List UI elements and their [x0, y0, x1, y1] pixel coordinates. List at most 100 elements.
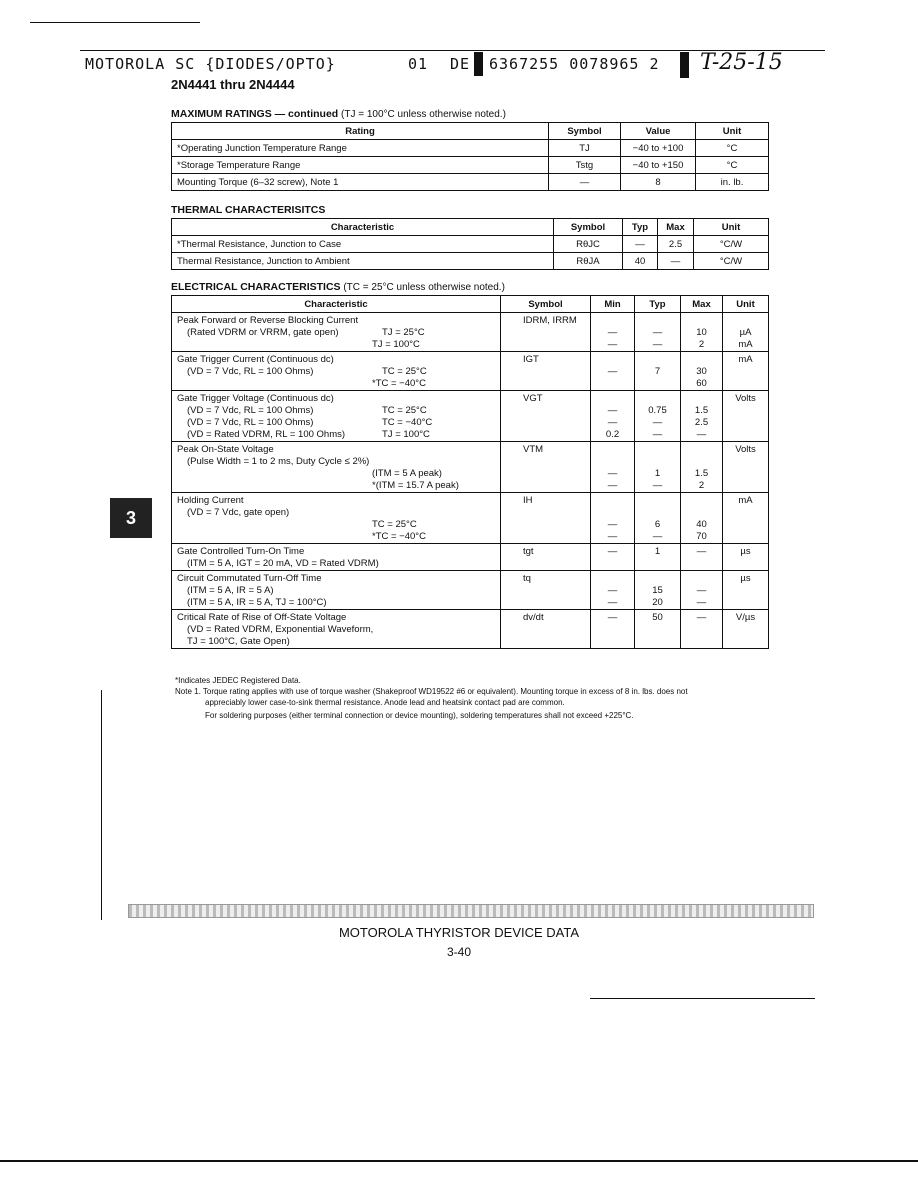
characteristic-line: Gate Controlled Turn-On Time: [177, 546, 495, 558]
bottom-rule: [0, 1160, 918, 1162]
unit-value: [728, 480, 763, 492]
test-condition: *TC = −40°C: [372, 531, 426, 542]
column-header: Unit: [722, 295, 769, 313]
characteristic-cell: Gate Controlled Turn-On Time (ITM = 5 A, …: [171, 543, 501, 571]
thermal-heading: THERMAL CHARACTERISITCS: [171, 204, 326, 216]
max-value: [686, 624, 717, 636]
typ-value: —: [652, 417, 663, 428]
unit-value: V/µs: [735, 612, 756, 623]
characteristic-line: *TC = −40°C: [177, 378, 495, 390]
characteristic-line: (VD = 7 Vdc, RL = 100 Ohms) TC = 25°C: [177, 366, 495, 378]
characteristic-line: TC = 25°C: [177, 519, 495, 531]
unit-value: [728, 597, 763, 609]
symbol-cell: tgt: [500, 543, 591, 571]
max-value: —: [696, 597, 707, 608]
max-value: [686, 636, 717, 648]
max-value: —: [696, 612, 707, 623]
max-cell: 1.5 2.5—: [680, 390, 723, 442]
header-code: DE: [450, 55, 471, 73]
characteristic-line: (Rated VDRM or VRRM, gate open) TJ = 25°C: [177, 327, 495, 339]
min-value: —: [607, 366, 618, 377]
typ-cell: 6—: [634, 492, 681, 544]
typ-value: 1: [654, 546, 661, 557]
test-condition: TC = 25°C: [382, 366, 427, 377]
header-company: MOTOROLA SC {DIODES/OPTO}: [85, 55, 336, 73]
cell: 2.5: [657, 235, 694, 253]
scan-edge-line: [101, 690, 102, 920]
unit-value: [728, 507, 763, 519]
table-row: Peak Forward or Reverse Blocking Current…: [171, 312, 769, 352]
column-header: Symbol: [500, 295, 591, 313]
max-value: [686, 456, 717, 468]
test-condition: *TC = −40°C: [372, 378, 426, 389]
unit-value: [728, 519, 763, 531]
min-value: —: [607, 585, 618, 596]
cell: °C/W: [693, 252, 769, 270]
max-value: [686, 393, 717, 405]
typ-value: [640, 573, 675, 585]
cell: —: [657, 252, 694, 270]
characteristic-text: [177, 468, 372, 480]
characteristic-text: Critical Rate of Rise of Off-State Volta…: [177, 612, 347, 623]
typ-value: [640, 507, 675, 519]
min-cell: — —: [590, 441, 635, 493]
characteristic-line: (VD = Rated VDRM, Exponential Waveform,: [177, 624, 495, 636]
table-row: Peak On-State Voltage (Pulse Width = 1 to…: [171, 441, 769, 493]
min-cell: — —: [590, 312, 635, 352]
typ-value: [640, 444, 675, 456]
symbol: tgt: [523, 546, 534, 557]
column-header: Unit: [695, 122, 769, 140]
characteristic-text: (ITM = 5 A, IR = 5 A, TJ = 100°C): [187, 597, 327, 608]
unit-cell: µs: [722, 570, 769, 610]
unit-value: [728, 456, 763, 468]
symbol-cell: IH: [500, 492, 591, 544]
min-value: —: [607, 327, 618, 338]
typ-cell: 50: [634, 609, 681, 649]
barcode-mark: [680, 52, 689, 78]
characteristic-line: (Pulse Width = 1 to 2 ms, Duty Cycle ≤ 2…: [177, 456, 495, 468]
characteristic-cell: Holding Current (VD = 7 Vdc, gate open) TC…: [171, 492, 501, 544]
max-cell: 30 60: [680, 351, 723, 391]
cell: RθJC: [553, 235, 623, 253]
cell: 8: [620, 173, 696, 191]
characteristic-cell: Peak Forward or Reverse Blocking Current…: [171, 312, 501, 352]
characteristic-text: Gate Trigger Voltage (Continuous dc): [177, 393, 334, 404]
typ-value: 20: [652, 597, 663, 608]
max-value: [686, 558, 717, 570]
cell: °C: [695, 156, 769, 174]
header-row: Characteristic Symbol Typ Max Unit: [171, 218, 769, 236]
footer-band: [128, 904, 814, 918]
characteristic-line: (ITM = 5 A, IR = 5 A): [177, 585, 495, 597]
typ-value: 15: [652, 585, 663, 596]
unit-value: [728, 531, 763, 543]
row-label: Thermal Resistance, Junction to Ambient: [171, 252, 554, 270]
max-cell: 40 70: [680, 492, 723, 544]
characteristic-text: (Rated VDRM or VRRM, gate open): [187, 327, 339, 338]
typ-value: [640, 354, 675, 366]
unit-value: mA: [738, 495, 753, 506]
characteristic-text: (VD = 7 Vdc, RL = 100 Ohms): [187, 417, 314, 428]
characteristic-text: Circuit Commutated Turn-Off Time: [177, 573, 322, 584]
barcode-mark: [474, 52, 483, 76]
max-ratings-table: Rating Symbol Value Unit *Operating Junction…: [171, 122, 769, 191]
column-header: Typ: [634, 295, 681, 313]
table-row: Gate Controlled Turn-On Time (ITM = 5 A, …: [171, 543, 769, 571]
unit-value: [728, 636, 763, 648]
characteristic-cell: Peak On-State Voltage (Pulse Width = 1 to…: [171, 441, 501, 493]
scan-rule: [30, 22, 200, 23]
characteristic-text: (Pulse Width = 1 to 2 ms, Duty Cycle ≤ 2…: [187, 456, 370, 467]
characteristic-text: (VD = Rated VDRM, Exponential Waveform,: [187, 624, 374, 635]
min-value: —: [607, 612, 618, 623]
table-row: Gate Trigger Voltage (Continuous dc) (VD …: [171, 390, 769, 442]
row-label: *Operating Junction Temperature Range: [171, 139, 549, 157]
characteristic-line: *TC = −40°C: [177, 531, 495, 543]
typ-value: —: [652, 339, 663, 350]
cell: —: [622, 235, 658, 253]
min-cell: — —0.2: [590, 390, 635, 442]
unit-value: [728, 405, 763, 417]
min-cell: —: [590, 609, 635, 649]
min-value: —: [607, 405, 618, 416]
test-condition: TJ = 100°C: [372, 339, 420, 350]
electrical-table: Characteristic Symbol Min Typ Max Unit Peak Fo…: [171, 295, 769, 649]
